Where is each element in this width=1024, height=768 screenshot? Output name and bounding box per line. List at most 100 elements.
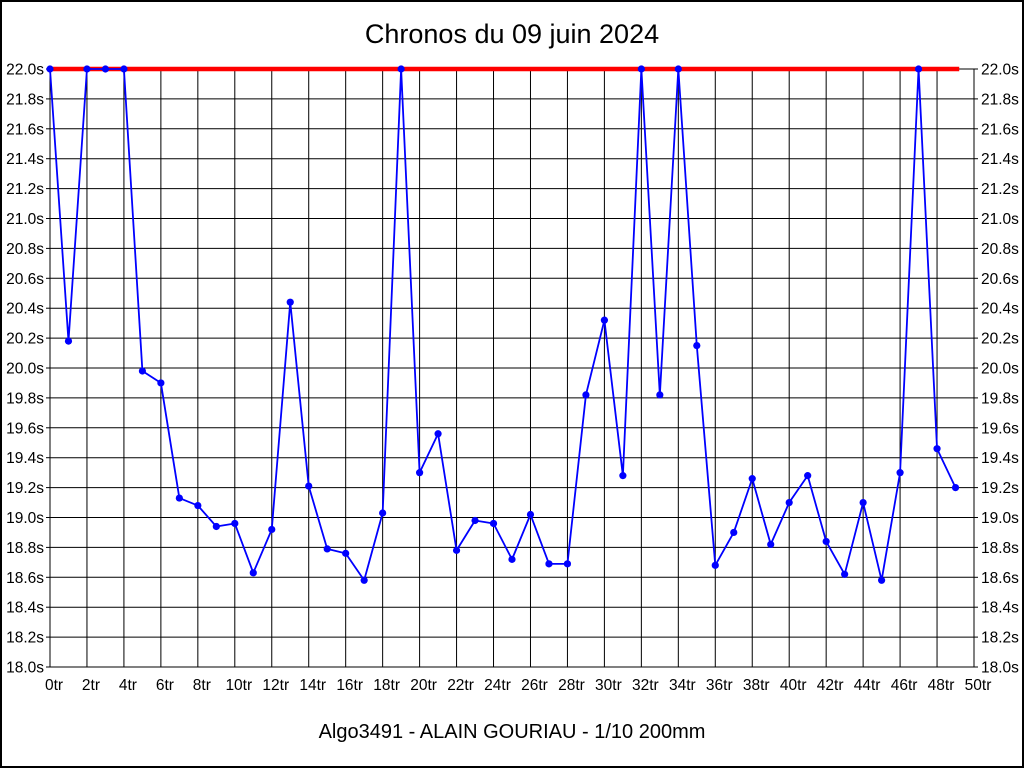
y-tick-label-right: 19.6s	[981, 420, 1019, 437]
x-tick-label: 18tr	[373, 677, 400, 694]
y-tick-label-left: 18.6s	[6, 570, 44, 587]
y-tick-label-left: 20.6s	[6, 271, 44, 288]
chart-caption: Algo3491 - ALAIN GOURIAU - 1/10 200mm	[318, 721, 706, 743]
x-tick-label: 22tr	[447, 677, 474, 694]
y-tick-label-right: 18.2s	[981, 630, 1019, 647]
data-point	[138, 367, 146, 375]
data-point	[286, 298, 294, 306]
x-tick-label: 12tr	[262, 677, 289, 694]
y-tick-label-left: 21.6s	[6, 121, 44, 138]
y-tick-label-right: 20.0s	[981, 361, 1019, 378]
y-tick-label-right: 21.8s	[981, 91, 1019, 108]
y-tick-label-right: 19.2s	[981, 480, 1019, 497]
y-tick-label-left: 19.8s	[6, 390, 44, 407]
y-tick-label-right: 21.2s	[981, 181, 1019, 198]
horizontal-gridlines	[49, 68, 975, 668]
data-point	[360, 576, 368, 584]
data-point	[83, 65, 91, 73]
data-point	[804, 472, 812, 480]
data-point	[563, 560, 572, 568]
y-tick-label-right: 21.0s	[981, 211, 1019, 228]
data-point	[323, 545, 331, 553]
x-axis-labels: 0tr 2tr 4tr 6tr 8tr 10tr 12tr 14tr 16tr 18tr 20tr 2…	[45, 677, 991, 694]
data-point	[730, 528, 738, 537]
y-tick-label-left: 18.0s	[6, 660, 44, 677]
data-point	[600, 316, 609, 324]
x-tick-label: 24tr	[484, 677, 511, 694]
x-tick-label: 6tr	[156, 677, 174, 694]
data-point	[46, 65, 54, 73]
data-point	[896, 469, 904, 477]
x-tick-label: 4tr	[119, 677, 137, 694]
x-tick-label: 38tr	[743, 677, 770, 694]
y-axis-labels-left: 22.0s 21.8s 21.6s 21.4s 21.2s 21.0s 20.8s 20.6s…	[6, 62, 44, 677]
y-tick-label-right: 20.4s	[981, 301, 1019, 318]
y-tick-label-right: 19.8s	[981, 390, 1019, 407]
data-point	[822, 537, 830, 546]
data-point	[656, 391, 664, 399]
data-point	[120, 65, 128, 73]
data-point	[933, 445, 941, 453]
y-tick-label-left: 20.8s	[6, 241, 44, 258]
data-point	[859, 498, 867, 507]
y-tick-label-left: 21.0s	[6, 211, 44, 228]
data-point	[379, 509, 387, 517]
data-point	[342, 549, 350, 557]
data-points	[46, 65, 960, 584]
y-tick-label-left: 18.2s	[6, 630, 44, 647]
axis-ticks	[46, 68, 978, 668]
x-tick-label: 40tr	[780, 677, 807, 694]
x-tick-label: 28tr	[558, 677, 585, 694]
data-point	[434, 430, 442, 438]
data-point	[268, 525, 276, 534]
data-point	[397, 65, 405, 73]
x-tick-label: 36tr	[706, 677, 733, 694]
x-tick-label: 26tr	[521, 677, 548, 694]
y-tick-label-right: 18.4s	[981, 600, 1019, 617]
x-tick-label: 14tr	[299, 677, 326, 694]
data-point	[508, 555, 516, 563]
data-point	[674, 65, 682, 73]
data-point	[471, 516, 479, 525]
y-tick-label-right: 18.0s	[981, 660, 1019, 677]
y-tick-label-right: 20.8s	[981, 241, 1019, 258]
data-point	[64, 337, 73, 345]
y-tick-label-left: 20.2s	[6, 331, 44, 348]
data-point	[212, 522, 220, 531]
data-point	[101, 65, 110, 73]
y-tick-label-right: 19.4s	[981, 450, 1019, 467]
data-point	[305, 482, 313, 490]
data-point	[489, 519, 498, 528]
y-tick-label-right: 18.8s	[981, 540, 1019, 557]
x-tick-label: 8tr	[193, 677, 211, 694]
x-tick-label: 34tr	[669, 677, 696, 694]
series-polyline	[49, 68, 957, 582]
x-tick-label: 50tr	[965, 677, 992, 694]
data-point	[175, 494, 183, 502]
data-point	[951, 484, 960, 492]
data-point	[582, 391, 590, 399]
x-tick-label: 0tr	[45, 677, 63, 694]
y-tick-label-left: 19.4s	[6, 450, 44, 467]
y-tick-label-left: 18.8s	[6, 540, 44, 557]
y-tick-label-left: 19.2s	[6, 480, 44, 497]
data-point	[157, 379, 165, 387]
y-tick-label-left: 20.0s	[6, 361, 44, 378]
data-point	[748, 475, 756, 483]
data-point	[637, 65, 645, 73]
x-tick-label: 20tr	[410, 677, 437, 694]
data-point	[841, 570, 849, 578]
y-tick-label-left: 20.4s	[6, 301, 44, 318]
y-tick-label-right: 20.6s	[981, 271, 1019, 288]
y-axis-labels-right: 22.0s 21.8s 21.6s 21.4s 21.2s 21.0s 20.8s 20.6s…	[981, 62, 1019, 677]
data-point	[416, 469, 424, 477]
data-point	[545, 560, 553, 568]
y-tick-label-left: 19.6s	[6, 420, 44, 437]
y-tick-label-left: 18.4s	[6, 600, 44, 617]
x-tick-label: 46tr	[891, 677, 918, 694]
data-point	[619, 472, 627, 480]
data-point	[693, 341, 701, 350]
x-tick-label: 42tr	[817, 677, 844, 694]
